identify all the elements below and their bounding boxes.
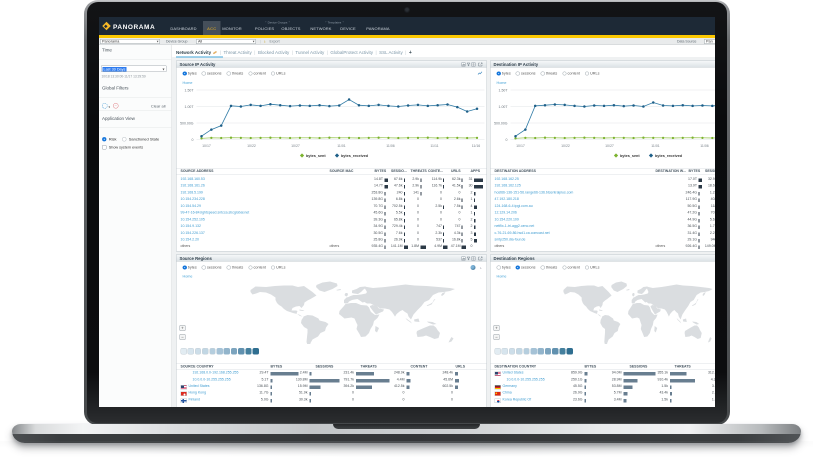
- svg-text:11/11: 11/11: [430, 144, 438, 148]
- svg-text:11/01: 11/01: [337, 144, 346, 148]
- svg-text:0: 0: [192, 138, 194, 142]
- svg-text:1.50T: 1.50T: [499, 89, 509, 93]
- svg-text:11/01: 11/01: [651, 144, 660, 148]
- svg-text:10/22: 10/22: [561, 144, 570, 148]
- svg-text:500.00G: 500.00G: [180, 122, 194, 126]
- svg-text:0: 0: [506, 138, 508, 142]
- svg-text:10/17: 10/17: [516, 144, 525, 148]
- svg-text:bytes_received: bytes_received: [341, 154, 369, 158]
- svg-text:500.00G: 500.00G: [494, 122, 508, 126]
- svg-text:10/27: 10/27: [605, 144, 614, 148]
- svg-text:10/22: 10/22: [247, 144, 256, 148]
- svg-text:11/06: 11/06: [386, 144, 395, 148]
- svg-text:11/16: 11/16: [472, 144, 481, 148]
- svg-text:bytes_sent: bytes_sent: [620, 154, 640, 158]
- svg-text:1.50T: 1.50T: [185, 89, 195, 93]
- svg-text:bytes_sent: bytes_sent: [306, 154, 326, 158]
- svg-text:10/17: 10/17: [202, 144, 211, 148]
- svg-text:1.00T: 1.00T: [499, 105, 509, 109]
- svg-text:10/27: 10/27: [291, 144, 300, 148]
- svg-text:bytes_received: bytes_received: [655, 154, 683, 158]
- svg-text:11/06: 11/06: [700, 144, 709, 148]
- svg-text:1.00T: 1.00T: [185, 105, 195, 109]
